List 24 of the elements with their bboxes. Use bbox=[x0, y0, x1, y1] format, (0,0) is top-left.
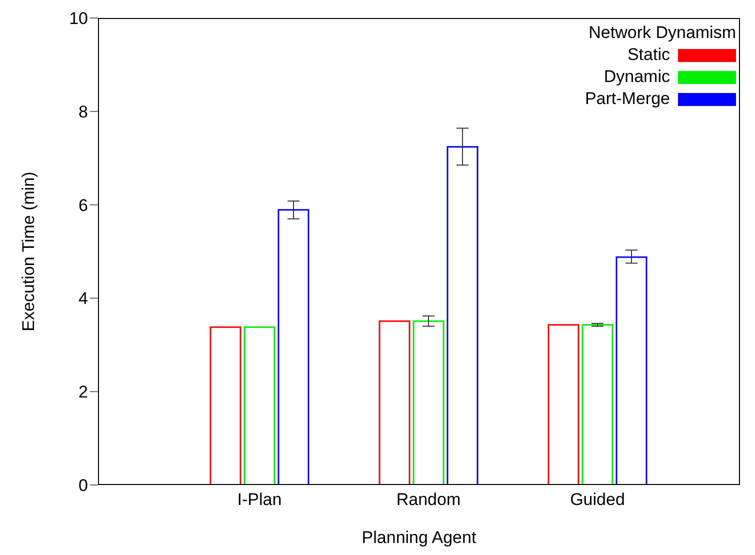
y-tick-label: 8 bbox=[78, 102, 88, 122]
y-tick-label: 4 bbox=[78, 289, 88, 308]
legend-label: Static bbox=[627, 44, 670, 66]
bar bbox=[582, 324, 614, 485]
bar bbox=[244, 326, 276, 485]
legend-label: Part-Merge bbox=[584, 88, 670, 110]
y-tick-label: 0 bbox=[78, 476, 88, 496]
legend-title: Network Dynamism bbox=[588, 22, 736, 44]
y-tick-label: 2 bbox=[78, 382, 88, 402]
bar bbox=[278, 209, 310, 485]
y-axis-title: Execution Time (min) bbox=[19, 172, 38, 332]
bar bbox=[446, 146, 478, 485]
bar bbox=[548, 324, 580, 485]
y-tick-label: 6 bbox=[78, 196, 88, 215]
bar bbox=[616, 256, 648, 485]
x-tick-label: Random bbox=[396, 490, 461, 510]
bar bbox=[412, 320, 444, 485]
x-axis-title: Planning Agent bbox=[362, 528, 476, 547]
bar bbox=[378, 320, 410, 485]
x-tick-label: Guided bbox=[570, 490, 625, 510]
legend-label: Dynamic bbox=[604, 66, 670, 88]
x-tick-label: I-Plan bbox=[237, 490, 282, 510]
y-tick-label: 10 bbox=[69, 9, 88, 28]
bar bbox=[210, 326, 242, 485]
